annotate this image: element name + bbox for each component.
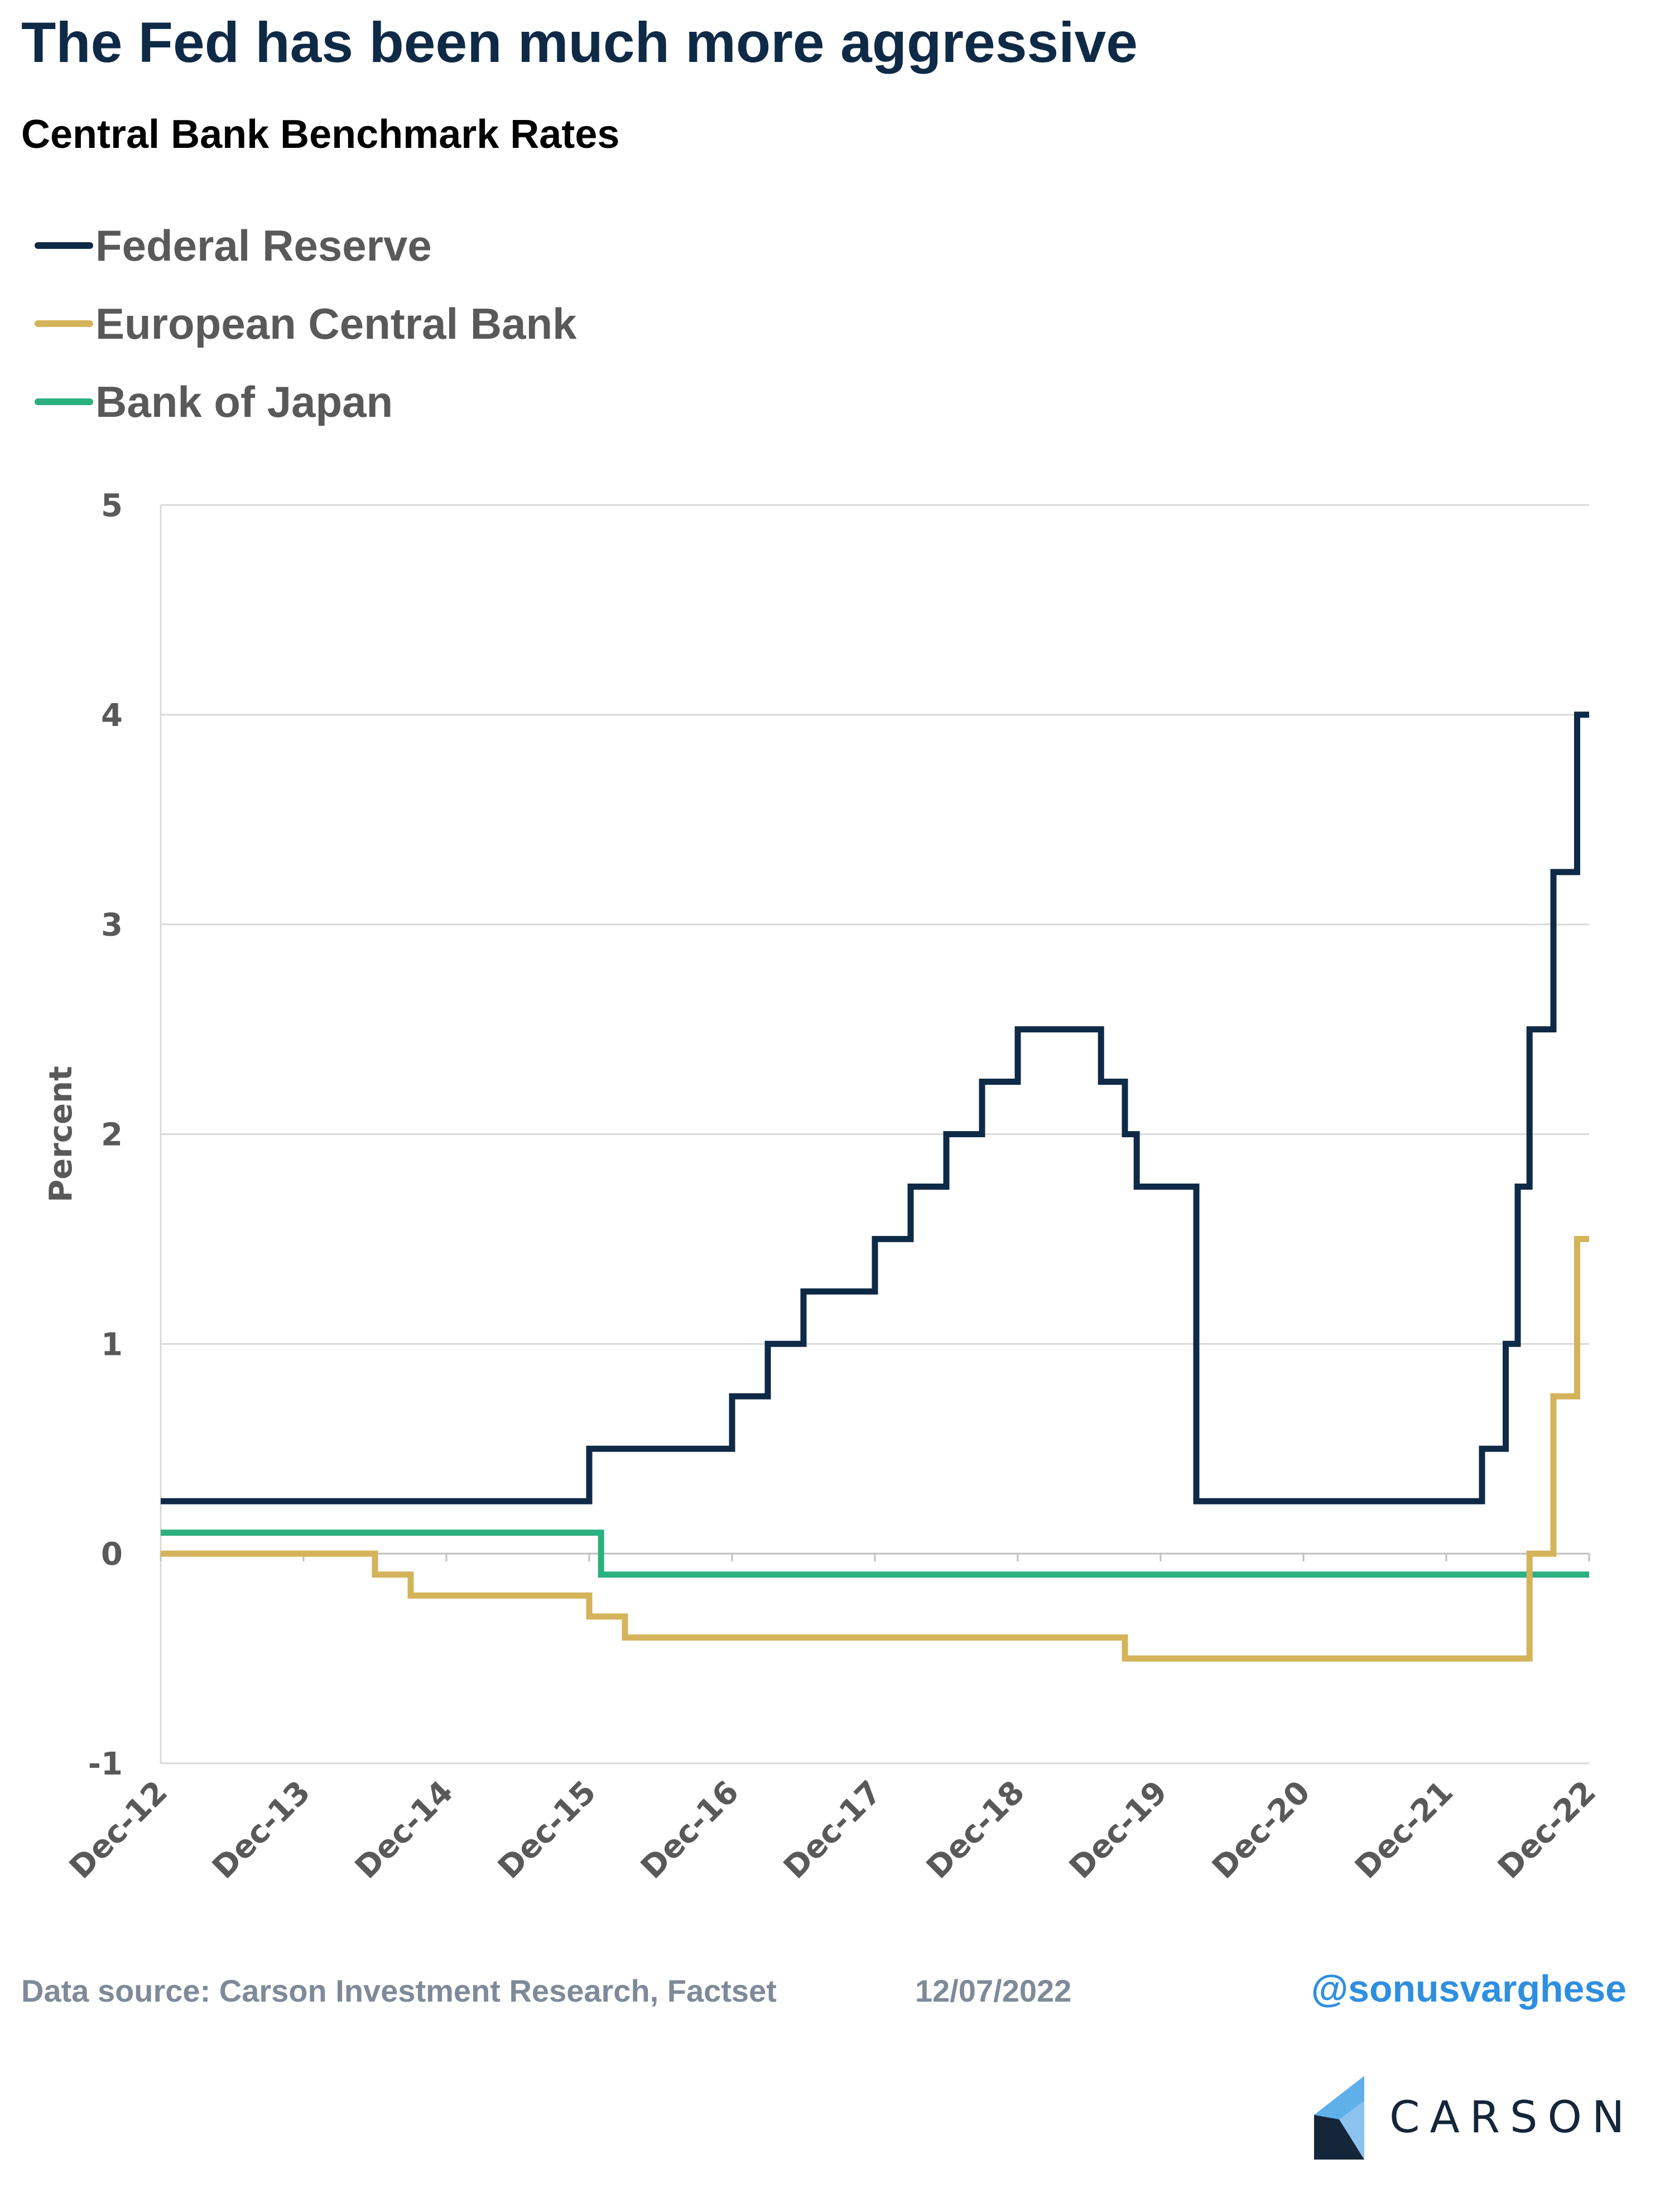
legend-swatch-federal-reserve <box>35 242 93 249</box>
y-tick-label: -1 <box>88 1746 123 1782</box>
x-tick-label: Dec-18 <box>920 1774 1032 1886</box>
author-handle: @sonusvarghese <box>1311 1968 1627 2010</box>
legend-swatch-bank-of-japan <box>35 398 93 405</box>
carson-logo-icon <box>1314 2076 1364 2160</box>
y-tick-label: 3 <box>101 907 123 944</box>
x-tick-label: Dec-12 <box>62 1774 175 1886</box>
legend-label-federal-reserve: Federal Reserve <box>95 220 432 270</box>
x-tick-label: Dec-21 <box>1348 1774 1460 1886</box>
x-tick-label: Dec-15 <box>491 1774 603 1886</box>
series-line-federal-reserve <box>161 711 1589 1504</box>
series-line-european-central-bank <box>161 1235 1589 1662</box>
x-tick-label: Dec-17 <box>777 1774 889 1886</box>
legend-item-european-central-bank: European Central Bank <box>35 285 577 363</box>
carson-logo: CARSON <box>1314 2076 1634 2160</box>
series-line-bank-of-japan <box>161 1530 1589 1578</box>
x-tick-label: Dec-16 <box>634 1774 746 1886</box>
legend-label-european-central-bank: European Central Bank <box>95 299 577 348</box>
y-tick-label: 0 <box>101 1536 123 1573</box>
line-chart: 5 4 3 2 1 0 -1 Percent Dec-12 Dec-13 Dec-14 Dec-15 D… <box>43 488 1603 1886</box>
legend-item-federal-reserve: Federal Reserve <box>35 206 577 285</box>
y-tick-label: 5 <box>101 488 123 524</box>
x-tick-label: Dec-19 <box>1062 1774 1175 1886</box>
x-tick-label: Dec-20 <box>1205 1774 1317 1886</box>
legend-label-bank-of-japan: Bank of Japan <box>95 377 393 426</box>
x-tick-label: Dec-14 <box>348 1774 460 1886</box>
y-axis-title: Percent <box>43 1066 79 1202</box>
carson-logo-text: CARSON <box>1389 2093 1635 2143</box>
data-source-note: Data source: Carson Investment Research,… <box>21 1973 777 2008</box>
legend-swatch-european-central-bank <box>35 320 93 327</box>
legend-item-bank-of-japan: Bank of Japan <box>35 363 577 441</box>
legend: Federal Reserve European Central Bank Ba… <box>35 206 577 441</box>
data-date: 12/07/2022 <box>915 1973 1072 2008</box>
y-tick-label: 1 <box>101 1326 123 1363</box>
y-tick-label: 4 <box>101 698 123 734</box>
y-tick-label: 2 <box>101 1117 123 1153</box>
chart-title: The Fed has been much more aggressive <box>21 11 1138 74</box>
x-tick-label: Dec-13 <box>205 1774 317 1886</box>
x-tick-label: Dec-22 <box>1491 1774 1603 1886</box>
chart-subtitle: Central Bank Benchmark Rates <box>21 112 620 157</box>
